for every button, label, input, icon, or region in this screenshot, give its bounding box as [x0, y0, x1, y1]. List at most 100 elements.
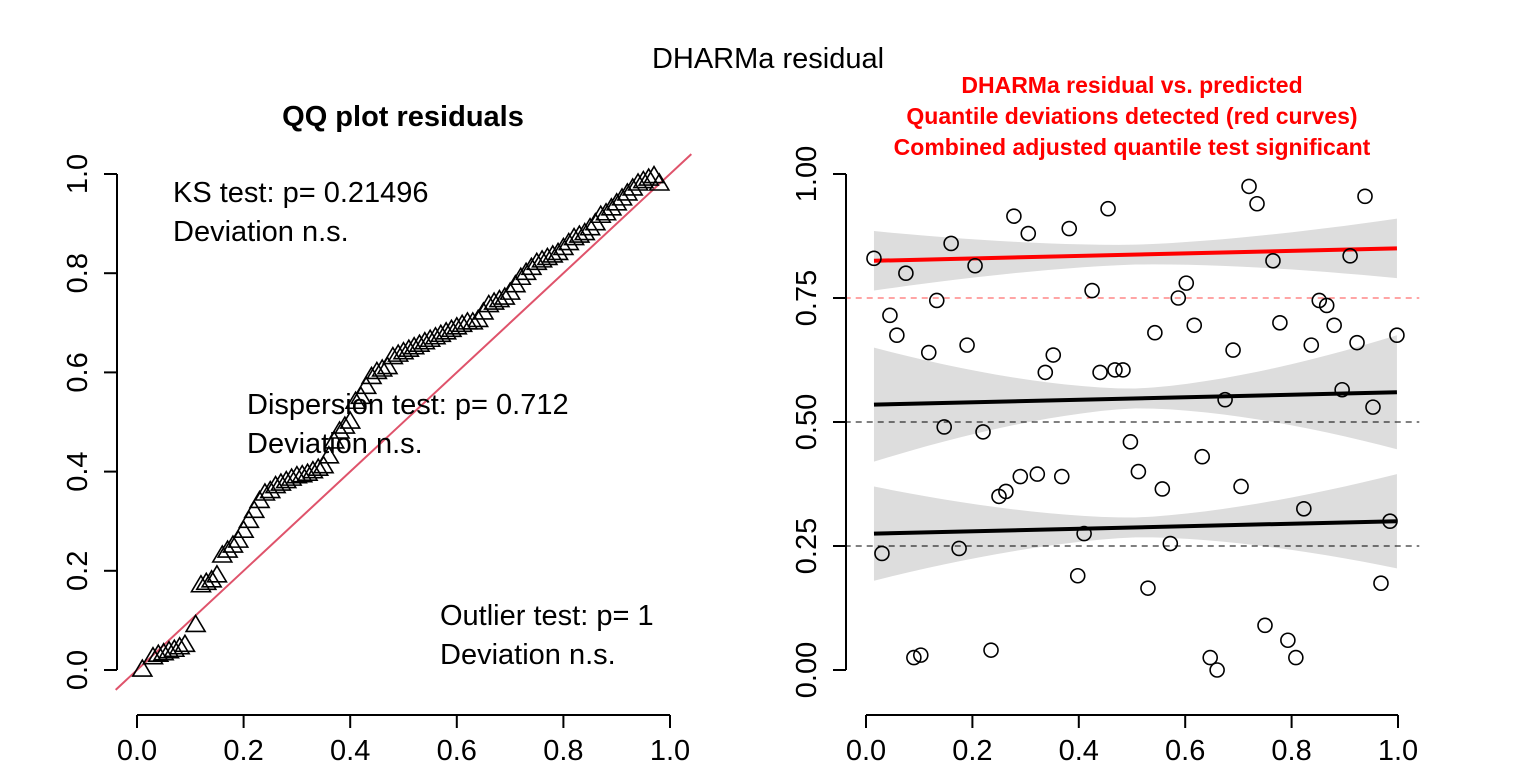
qq-point	[515, 261, 537, 281]
rv-point	[1382, 513, 1398, 530]
rv-y-tick-label: 0.75	[791, 270, 823, 326]
qq-point	[547, 241, 569, 261]
rv-point	[951, 540, 967, 557]
rv-points	[866, 178, 1405, 678]
qq-point	[216, 539, 239, 558]
qq-point	[435, 321, 458, 340]
rv-point	[1373, 575, 1389, 592]
qq-points	[131, 164, 671, 677]
qq-point	[296, 462, 319, 481]
qq-point	[206, 564, 228, 583]
qq-plot-panel: QQ plot residuals 0.0 0.2 0.4 0.6 0.8 1.00.00…	[62, 101, 693, 767]
ks-deviation-text: Deviation n.s.	[173, 216, 349, 248]
rv-point	[1225, 342, 1241, 358]
rv-point	[1186, 317, 1203, 334]
qq-point	[222, 534, 244, 553]
qq-point	[419, 328, 442, 348]
qq-x-tick-label: 0.6	[437, 735, 477, 767]
qq-point	[142, 646, 164, 665]
rv-point	[1257, 617, 1273, 634]
rv-title-line-2: Quantile deviations detected (red curves…	[906, 103, 1357, 129]
rv-point	[874, 545, 890, 562]
rv-x-tick-label: 0.4	[1059, 735, 1099, 767]
rv-point	[1045, 347, 1062, 363]
rv-point	[1280, 632, 1296, 649]
qq-point	[323, 430, 346, 449]
qq-point	[243, 499, 266, 519]
qq-annotations: KS test: p= 0.21496 Deviation n.s. Dispe…	[173, 177, 654, 671]
rv-point	[1349, 334, 1365, 351]
qq-point	[637, 167, 660, 186]
qq-point	[264, 474, 287, 494]
qq-point	[429, 323, 452, 343]
rv-point	[1342, 248, 1358, 264]
qq-point	[461, 311, 484, 330]
qq-y-tick-label: 0.4	[62, 451, 94, 491]
qq-point	[163, 638, 186, 658]
rv-point	[1217, 391, 1233, 408]
qq-point	[413, 331, 436, 350]
qq-point	[344, 390, 367, 410]
rv-point	[1037, 364, 1054, 381]
quantile-line	[873, 390, 1397, 407]
rv-point	[1365, 399, 1381, 415]
qq-point	[611, 187, 633, 206]
rv-point	[1162, 535, 1179, 552]
rv-point	[1334, 381, 1350, 398]
rv-point	[1084, 282, 1100, 299]
qq-point	[600, 197, 623, 216]
rv-point	[943, 235, 959, 252]
qq-point	[477, 293, 500, 313]
rv-point	[889, 327, 905, 344]
rv-y-tick-label: 1.00	[791, 146, 823, 202]
qq-point	[525, 251, 548, 271]
rv-x-tick-label: 0.6	[1165, 735, 1205, 767]
rv-point	[1357, 188, 1373, 205]
quantile-line	[873, 246, 1397, 263]
outlier-deviation-text: Deviation n.s.	[440, 639, 616, 671]
qq-x-tick-label: 0.4	[330, 735, 370, 767]
qq-point	[312, 455, 335, 474]
rv-x-tick-label: 0.8	[1271, 735, 1311, 767]
figure-title: DHARMa residual	[652, 43, 884, 75]
rv-y-tick-label: 0.25	[791, 518, 823, 574]
rv-point	[1076, 525, 1092, 542]
qq-point	[627, 172, 649, 191]
qq-point	[616, 182, 639, 201]
rv-y-tick-label: 0.50	[791, 394, 823, 450]
qq-point	[445, 316, 468, 335]
rv-point	[1069, 567, 1086, 584]
residual-vs-predicted-panel: DHARMa residual vs. predicted Quantile d…	[791, 72, 1420, 767]
rv-point	[1100, 200, 1116, 217]
qq-point	[339, 410, 362, 429]
qq-point	[307, 457, 330, 477]
qq-point	[211, 544, 234, 563]
qq-point	[563, 226, 585, 246]
qq-point	[573, 222, 596, 241]
qq-point	[381, 346, 404, 365]
qq-point	[493, 286, 516, 305]
qq-x-tick-label: 0.0	[117, 735, 157, 767]
qq-point	[158, 640, 180, 659]
qq-point	[301, 460, 324, 479]
rv-point	[998, 483, 1014, 500]
rv-point	[1178, 275, 1195, 291]
dispersion-test-text: Dispersion test: p= 0.712	[247, 389, 569, 421]
qq-point	[440, 318, 463, 338]
rv-point	[928, 292, 945, 309]
rv-point	[1061, 220, 1078, 237]
qq-y-tick-label: 1.0	[62, 154, 94, 194]
qq-point	[227, 529, 250, 548]
qq-x-tick-label: 0.8	[543, 735, 583, 767]
qq-point	[403, 336, 426, 355]
rv-point	[906, 649, 922, 666]
qq-point	[168, 636, 191, 655]
qq-point	[397, 338, 420, 357]
qq-point	[131, 658, 154, 677]
qq-point	[184, 613, 207, 633]
rv-point	[866, 250, 882, 267]
rv-point	[1140, 580, 1156, 596]
qq-diagonal-line	[114, 153, 693, 691]
rv-point	[1233, 478, 1249, 495]
qq-point	[536, 246, 559, 266]
